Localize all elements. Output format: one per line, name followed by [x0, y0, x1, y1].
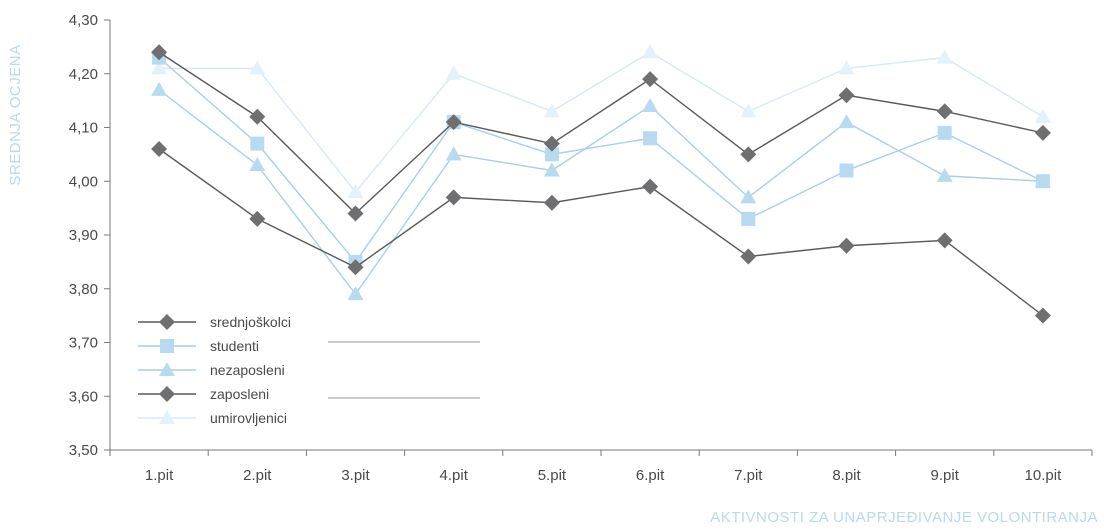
data-point	[642, 178, 659, 195]
data-point	[1035, 174, 1050, 189]
legend-marker	[159, 362, 175, 376]
data-point	[249, 210, 266, 227]
legend-marker	[159, 314, 175, 330]
y-tick-label: 3,80	[69, 281, 98, 298]
data-point	[543, 103, 560, 118]
x-tick-label: 5.pit	[538, 467, 567, 484]
legend-label: nezaposleni	[210, 362, 285, 378]
data-point	[543, 135, 560, 152]
y-tick-label: 3,90	[69, 227, 98, 244]
data-point	[936, 49, 953, 64]
y-tick-label: 4,20	[69, 66, 98, 83]
data-point	[839, 163, 854, 178]
y-tick-label: 3,50	[69, 442, 98, 459]
series-line	[158, 148, 1044, 317]
data-point	[936, 232, 953, 249]
y-tick-label: 3,60	[69, 388, 98, 405]
data-point	[642, 98, 659, 112]
series-line	[158, 51, 1044, 215]
data-point	[838, 87, 855, 104]
legend-marker	[159, 410, 175, 424]
data-point	[740, 248, 757, 265]
data-point	[250, 136, 265, 151]
x-tick-label: 8.pit	[832, 467, 861, 484]
data-point	[445, 146, 462, 161]
data-point	[249, 108, 266, 125]
series-layer	[151, 44, 1051, 324]
data-point	[1034, 124, 1051, 141]
x-tick-label: 2.pit	[243, 467, 272, 484]
x-axis-title: AKTIVNOSTI ZA UNAPRJEĐIVANJE VOLONTIRANJ…	[710, 509, 1098, 526]
data-point	[544, 147, 559, 162]
data-point	[543, 194, 560, 211]
series-1	[151, 44, 1051, 222]
series-3	[151, 81, 1051, 301]
x-tick-label: 9.pit	[931, 467, 960, 484]
legend-label: studenti	[210, 338, 259, 354]
data-point	[642, 71, 659, 88]
data-point	[740, 146, 757, 163]
legend-item: srednjoškolci	[138, 314, 291, 330]
data-point	[740, 189, 757, 204]
legend-marker	[160, 339, 174, 353]
x-tick-label: 1.pit	[145, 467, 174, 484]
x-tick-label: 4.pit	[440, 467, 469, 484]
data-point	[838, 237, 855, 254]
series-line	[158, 89, 1043, 296]
x-tick-label: 7.pit	[734, 467, 763, 484]
y-tick-label: 3,70	[69, 335, 98, 352]
data-point	[347, 286, 364, 301]
data-point	[838, 60, 855, 75]
data-point	[249, 157, 266, 172]
data-point	[741, 211, 756, 226]
data-point	[151, 44, 168, 61]
data-point	[445, 189, 462, 206]
legend-item: studenti	[138, 338, 259, 354]
data-point	[347, 205, 364, 222]
data-point	[543, 162, 560, 177]
data-point	[643, 131, 658, 146]
y-axis-title: SREDNJA OCJENA	[7, 44, 24, 185]
data-point	[151, 141, 168, 157]
legend: srednjoškolci studenti nezaposleni zaposlen…	[138, 314, 480, 426]
data-point	[151, 60, 168, 75]
data-point	[936, 167, 953, 182]
series-line	[159, 51, 1044, 194]
y-tick-label: 4,30	[69, 12, 98, 29]
data-point	[445, 114, 462, 131]
data-point	[936, 103, 953, 120]
legend-marker	[159, 386, 175, 402]
legend-item: nezaposleni	[138, 362, 285, 378]
y-tick-label: 4,00	[69, 173, 98, 190]
legend-label: srednjoškolci	[210, 314, 291, 330]
data-point	[445, 65, 462, 80]
legend-item: umirovljenici	[138, 410, 287, 426]
legend-label: umirovljenici	[210, 410, 287, 426]
data-point	[151, 81, 168, 96]
x-tick-label: 3.pit	[341, 467, 370, 484]
data-point	[740, 103, 757, 118]
y-tick-label: 4,10	[69, 120, 98, 137]
data-point	[1034, 108, 1051, 123]
data-point	[347, 259, 364, 276]
axes: 3,50 3,60 3,70 3,80 3,90 4,00 4,10 4,20 4,30 1.pi…	[69, 12, 1093, 484]
series-4	[151, 141, 1051, 324]
series-5	[151, 44, 1051, 198]
series-line	[158, 57, 1044, 264]
x-tick-label: 6.pit	[636, 467, 665, 484]
legend-label: zaposleni	[210, 386, 269, 402]
data-point	[937, 125, 952, 140]
legend-item: zaposleni	[138, 386, 269, 402]
data-point	[838, 114, 855, 129]
x-tick-label: 10.pit	[1025, 467, 1063, 484]
data-point	[642, 44, 659, 59]
data-point	[249, 60, 266, 75]
data-point	[1034, 307, 1051, 324]
data-point	[347, 184, 364, 198]
